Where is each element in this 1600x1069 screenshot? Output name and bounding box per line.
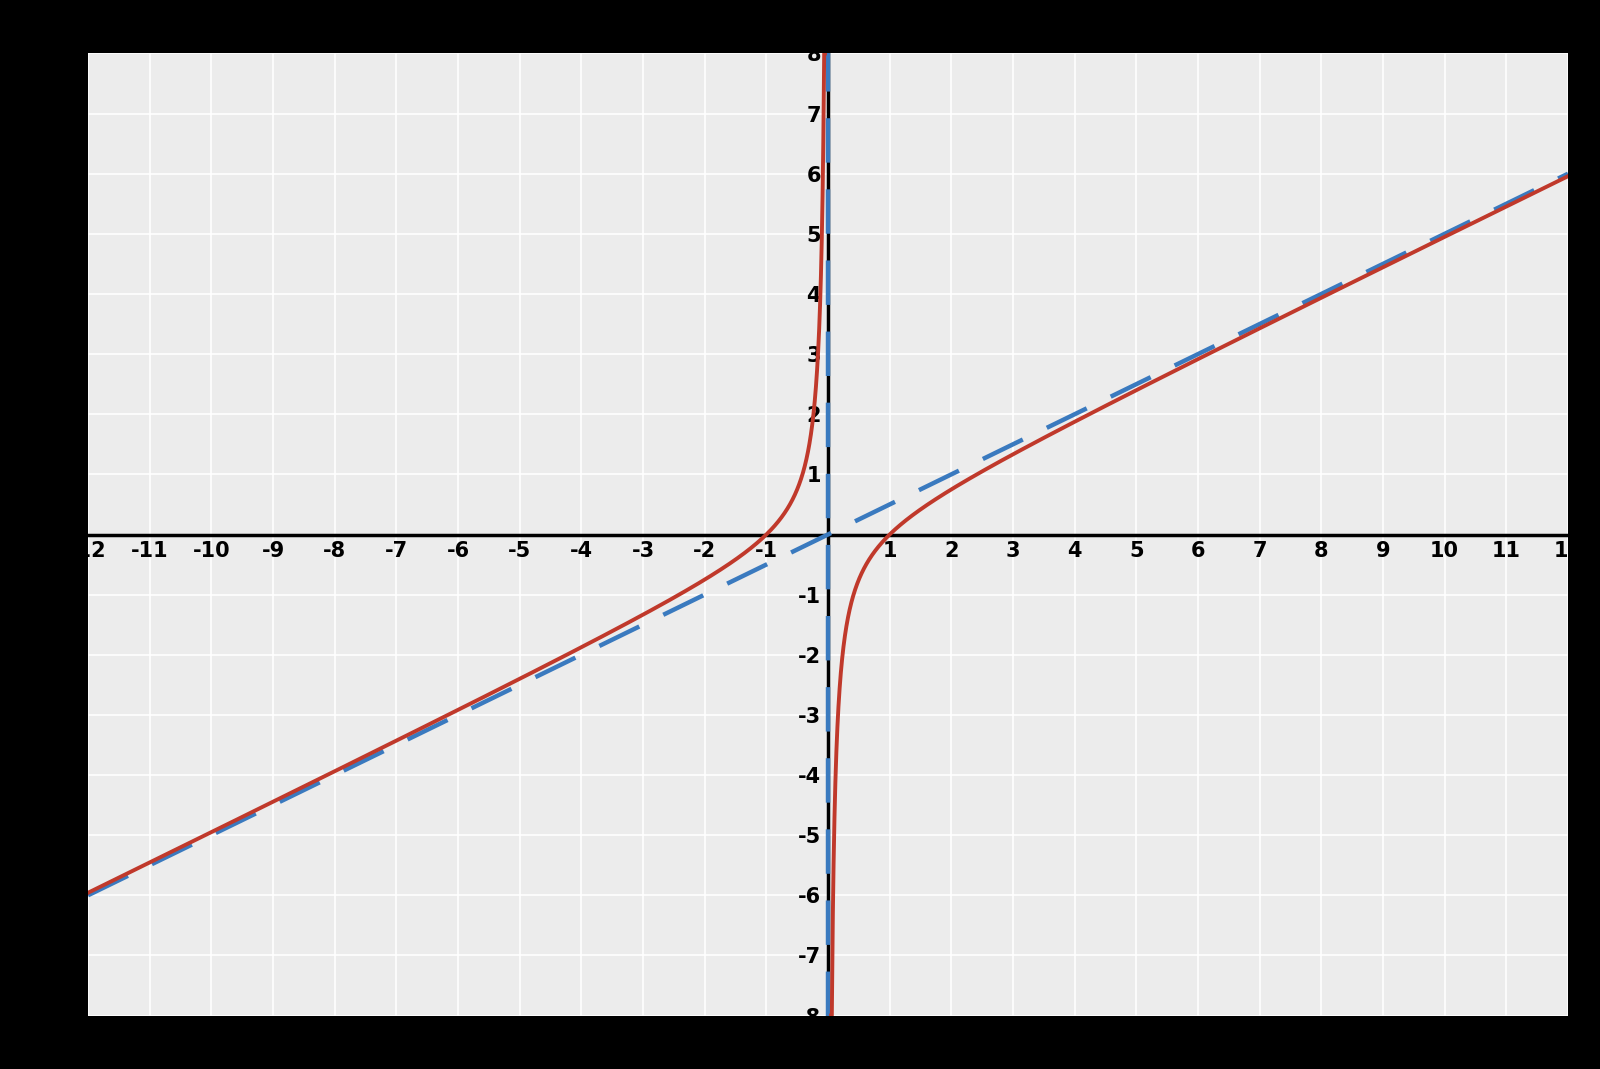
Text: x: x	[1592, 520, 1600, 549]
Text: f(x): f(x)	[846, 9, 904, 42]
